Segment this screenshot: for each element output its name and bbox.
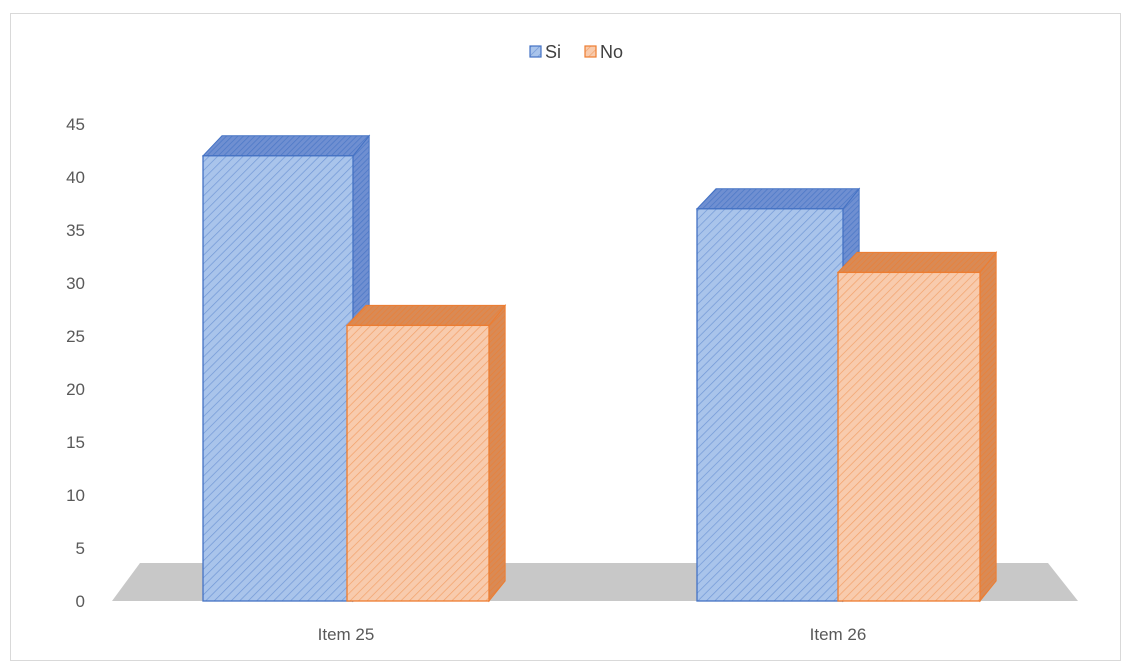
bar-front-face [696,208,844,602]
y-tick-label: 20 [66,380,85,399]
legend-label: No [600,42,623,62]
y-tick-label: 15 [66,433,85,452]
x-tick-label: Item 25 [318,625,375,644]
bar-front-face [837,271,981,602]
bar-top-face [695,188,861,210]
bar-front-face [202,155,354,602]
bar-side-face [488,303,506,603]
bar-top-face [345,304,507,326]
x-tick-label: Item 26 [810,625,867,644]
legend-swatch [584,45,597,58]
y-tick-label: 5 [76,539,85,558]
legend-item-si: Si [529,42,561,62]
bar-no-item-26 [836,250,998,603]
y-axis: 0 5 10 15 20 25 30 35 40 45 [66,115,85,611]
bar-side-face [979,250,997,603]
legend-item-no: No [584,42,623,62]
bar-top-face [201,135,371,157]
y-tick-label: 40 [66,168,85,187]
bar-si-item-25 [201,134,371,603]
legend-label: Si [545,42,561,62]
x-axis: Item 25 Item 26 [318,625,867,644]
bar-front-face [346,324,490,602]
bar-no-item-25 [345,303,507,603]
y-tick-label: 0 [76,592,85,611]
legend: Si No [529,42,623,62]
y-tick-label: 45 [66,115,85,134]
bar-top-face [836,251,998,273]
y-tick-label: 25 [66,327,85,346]
legend-swatch [529,45,542,58]
y-tick-label: 10 [66,486,85,505]
bar-si-item-26 [695,187,861,603]
y-tick-label: 35 [66,221,85,240]
bars [201,134,998,603]
y-tick-label: 30 [66,274,85,293]
